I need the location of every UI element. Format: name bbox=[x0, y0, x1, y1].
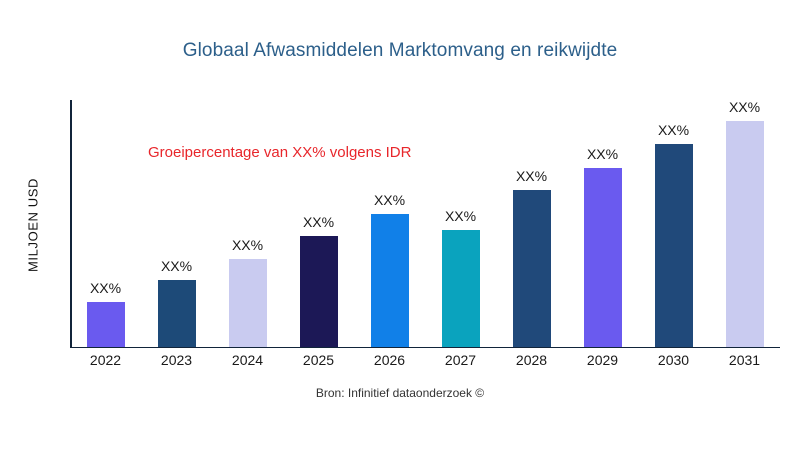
bar-2023[interactable] bbox=[157, 279, 196, 347]
x-tick-2027: 2027 bbox=[444, 352, 477, 368]
bar-2026[interactable] bbox=[370, 213, 409, 347]
x-tick-2024: 2024 bbox=[231, 352, 264, 368]
y-axis-label: MILJOEN USD bbox=[25, 177, 41, 273]
plot-area: XX% XX% XX% XX% XX% XX% XX% XX% XX% XX% bbox=[70, 98, 780, 348]
bar-value-label-2022: XX% bbox=[89, 279, 122, 296]
bar-value-label-2023: XX% bbox=[160, 257, 193, 274]
y-axis-label-container: MILJOEN USD bbox=[22, 100, 44, 350]
bar-value-label-2028: XX% bbox=[515, 167, 548, 184]
bar-2025[interactable] bbox=[299, 235, 338, 347]
bar-slot: XX% bbox=[709, 98, 780, 347]
bar-2031[interactable] bbox=[725, 120, 764, 347]
bar-2027[interactable] bbox=[441, 229, 480, 347]
x-axis-tick-labels: 2022 2023 2024 2025 2026 2027 2028 2029 2030 2031 bbox=[70, 352, 780, 376]
bar-slot: XX% bbox=[638, 101, 709, 347]
bar-slot: XX% bbox=[141, 101, 212, 347]
x-tick-2030: 2030 bbox=[657, 352, 690, 368]
bar-value-label-2031: XX% bbox=[728, 98, 761, 115]
bar-slot: XX% bbox=[70, 101, 141, 347]
bar-slot: XX% bbox=[567, 101, 638, 347]
bar-slot: XX% bbox=[283, 101, 354, 347]
bar-slot: XX% bbox=[212, 101, 283, 347]
bar-series: XX% XX% XX% XX% XX% XX% XX% XX% XX% XX% bbox=[70, 98, 780, 347]
x-tick-2023: 2023 bbox=[160, 352, 193, 368]
bar-2029[interactable] bbox=[583, 167, 622, 347]
bar-slot: XX% bbox=[354, 101, 425, 347]
bar-value-label-2024: XX% bbox=[231, 236, 264, 253]
x-tick-2022: 2022 bbox=[89, 352, 122, 368]
bar-value-label-2029: XX% bbox=[586, 145, 619, 162]
bar-2022[interactable] bbox=[86, 301, 125, 347]
source-caption: Bron: Infinitief dataonderzoek © bbox=[315, 386, 485, 400]
bar-value-label-2025: XX% bbox=[302, 213, 335, 230]
x-tick-2026: 2026 bbox=[373, 352, 406, 368]
y-axis-line bbox=[70, 100, 72, 348]
growth-rate-annotation: Groeipercentage van XX% volgens IDR bbox=[148, 144, 412, 161]
bar-2030[interactable] bbox=[654, 143, 693, 347]
x-tick-2029: 2029 bbox=[586, 352, 619, 368]
x-tick-2025: 2025 bbox=[302, 352, 335, 368]
bar-2024[interactable] bbox=[228, 258, 267, 347]
x-axis-line bbox=[70, 346, 780, 348]
page-title: Globaal Afwasmiddelen Marktomvang en rei… bbox=[182, 40, 618, 61]
bar-2028[interactable] bbox=[512, 189, 551, 347]
bar-value-label-2030: XX% bbox=[657, 121, 690, 138]
bar-slot: XX% bbox=[496, 101, 567, 347]
x-tick-2028: 2028 bbox=[515, 352, 548, 368]
bar-slot: XX% bbox=[425, 101, 496, 347]
bar-value-label-2026: XX% bbox=[373, 191, 406, 208]
x-tick-2031: 2031 bbox=[728, 352, 761, 368]
bar-value-label-2027: XX% bbox=[444, 207, 477, 224]
